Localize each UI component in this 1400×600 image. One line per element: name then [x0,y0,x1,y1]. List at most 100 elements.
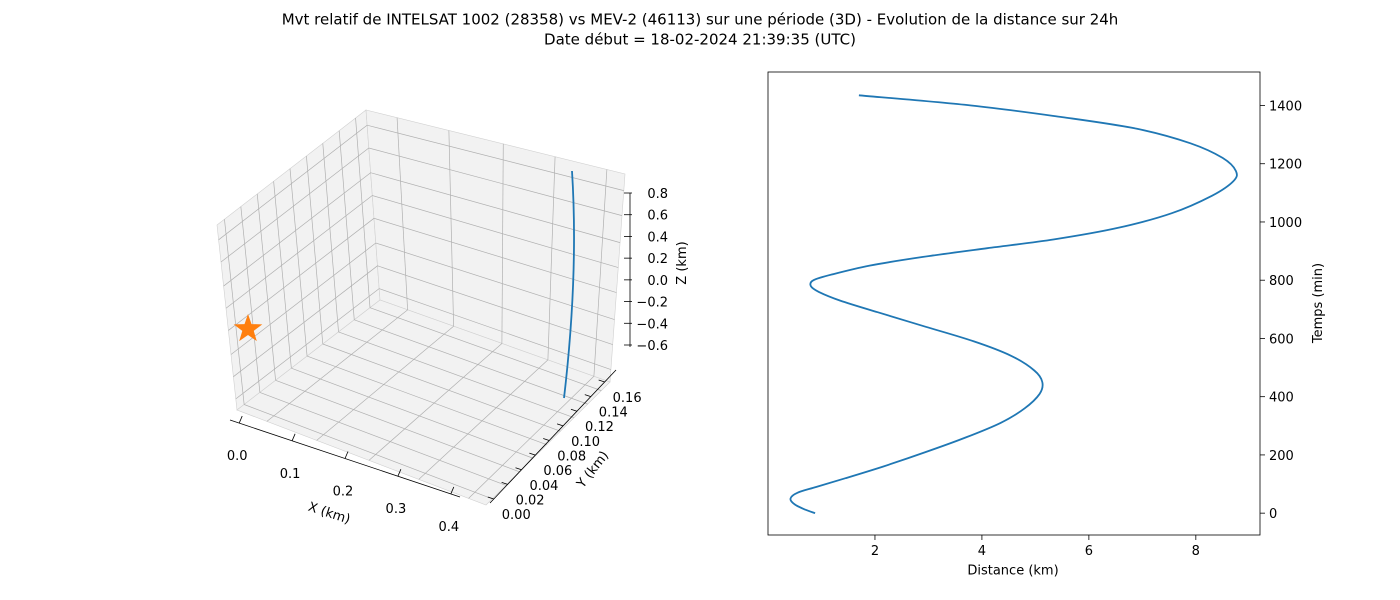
y-tick-label-1: 0.02 [516,493,545,508]
left-grid-y-5 [306,155,324,345]
left-grid-y-7 [338,130,355,320]
z-tick-label-2: 0.4 [647,230,668,245]
z-axis-label: Z (km) [675,241,690,284]
x-tick-label-2: 0.2 [333,485,354,500]
y-tick-mark-2 [515,467,522,471]
floor-grid-y-5 [322,343,561,432]
y-tick-label-3: 600 [1269,332,1294,347]
y-tick-mark-4 [543,438,550,441]
y-tick-label-3: 0.06 [543,464,572,479]
back-grid-x-3 [547,156,556,360]
x-tick-mark-4 [450,486,455,495]
z-tick-label-3: 0.2 [647,252,668,267]
x-tick-mark-0 [238,415,243,424]
wall-grid-z-4 [228,217,617,331]
trajectory-3d [563,170,575,399]
back-grid-x-4 [593,169,608,377]
y-tick-label-7: 0.14 [599,406,628,421]
y-tick-label-5: 1000 [1269,216,1302,231]
y-tick-mark-5 [556,423,564,427]
y-tick-label-2: 0.04 [530,479,559,494]
y-tick-label-6: 0.12 [585,420,614,435]
figure-title-line1: Mvt relatif de INTELSAT 1002 (28358) vs … [282,11,1119,29]
distance-line [789,94,1238,515]
wall-grid-z-1 [220,147,623,263]
y-tick-label-5: 0.10 [571,435,600,450]
y-tick-label-7: 1400 [1269,99,1302,114]
x-tick-label-1: 4 [978,544,986,559]
figure-title-line2: Date début = 18-02-2024 21:39:35 (UTC) [544,31,856,49]
floor-grid-x-1 [316,325,454,441]
y-tick-mark-6 [570,408,578,412]
floor-grid-y-7 [354,319,588,405]
x-tick-mark-2 [344,451,349,459]
left-grid-y-4 [289,168,308,357]
left-grid-y-6 [322,143,339,332]
x-tick-label-1: 0.1 [280,467,301,482]
floor-grid-x-2 [368,343,503,461]
x-tick-label-0: 2 [871,544,879,559]
y-tick-label-0: 0 [1269,507,1277,522]
y-axis-label: Temps (min) [1311,263,1326,344]
y-tick-label-4: 0.08 [557,449,586,464]
wall-grid-z-0 [218,124,624,241]
y-tick-label-6: 1200 [1269,158,1302,173]
floor-grid-y-3 [291,367,534,459]
back-grid-x-0 [396,117,408,310]
back-grid-x-1 [448,130,454,327]
floor-grid-y-0 [244,404,493,500]
y-tick-label-0: 0.00 [502,508,531,523]
wall-grid-z-5 [230,242,615,355]
y-tick-mark-0 [487,496,494,500]
wall-grid-z-3 [225,195,619,309]
x-tick-label-2: 6 [1085,544,1093,559]
floor-grid-y-8 [369,307,602,391]
left-grid-y-1 [240,206,261,393]
y-tick-label-2: 400 [1269,391,1294,406]
y-axis-line [489,369,617,504]
left-grid-y-2 [256,193,276,381]
y-tick-mark-1 [501,482,508,485]
floor-grid-y-1 [259,392,506,486]
wall-grid-z-2 [223,172,621,287]
x-ticks: 2 4 6 8 [871,535,1200,559]
floor-grid-x-4 [468,376,595,499]
left-grid-y-8 [355,118,371,308]
plot-frame [767,71,1261,536]
back-grid-x-2 [501,143,504,344]
floor-grid-y-4 [306,355,547,446]
y-ticks: 0 200 400 600 800 1000 1200 1400 [1260,99,1302,522]
x-tick-mark-1 [291,433,296,441]
floor-grid-y-6 [338,331,575,418]
origin-star-marker [233,314,263,342]
y-tick-label-4: 800 [1269,274,1294,289]
x-tick-label-4: 0.4 [438,520,459,535]
z-tick-label-6: −0.4 [636,317,668,332]
left-grid-y-3 [273,181,292,369]
grid-3d [218,117,624,500]
x-tick-label-3: 8 [1192,544,1200,559]
floor-grid-y-2 [275,379,520,473]
y-tick-label-1: 200 [1269,449,1294,464]
y-tick-mark-7 [584,394,591,397]
wall-grid-z-7 [235,288,612,400]
wall-grid-z-6 [233,265,613,377]
y-tick-mark-3 [529,452,536,456]
x-tick-mark-3 [397,469,402,477]
z-tick-label-0: 0.8 [647,187,668,202]
y-tick-mark-8 [598,379,605,383]
x-axis-label: X (km) [306,500,352,528]
floor-grid-x-3 [418,359,549,480]
z-tick-label-5: −0.2 [636,296,668,311]
x-tick-label-3: 0.3 [386,502,407,517]
pane-floor [236,299,611,506]
z-tick-label-4: 0.0 [647,274,668,289]
y-tick-label-8: 0.16 [613,391,642,406]
z-tick-label-1: 0.6 [647,209,668,224]
x-tick-label-0: 0.0 [227,449,248,464]
chart-3d-relative-motion: 0.00.10.20.30.40.000.020.040.060.080.100… [216,109,690,535]
x-axis-label: Distance (km) [967,564,1058,579]
z-tick-label-7: −0.6 [636,339,668,354]
floor-grid-x-0 [266,309,408,422]
left-grid-y-0 [224,219,245,405]
